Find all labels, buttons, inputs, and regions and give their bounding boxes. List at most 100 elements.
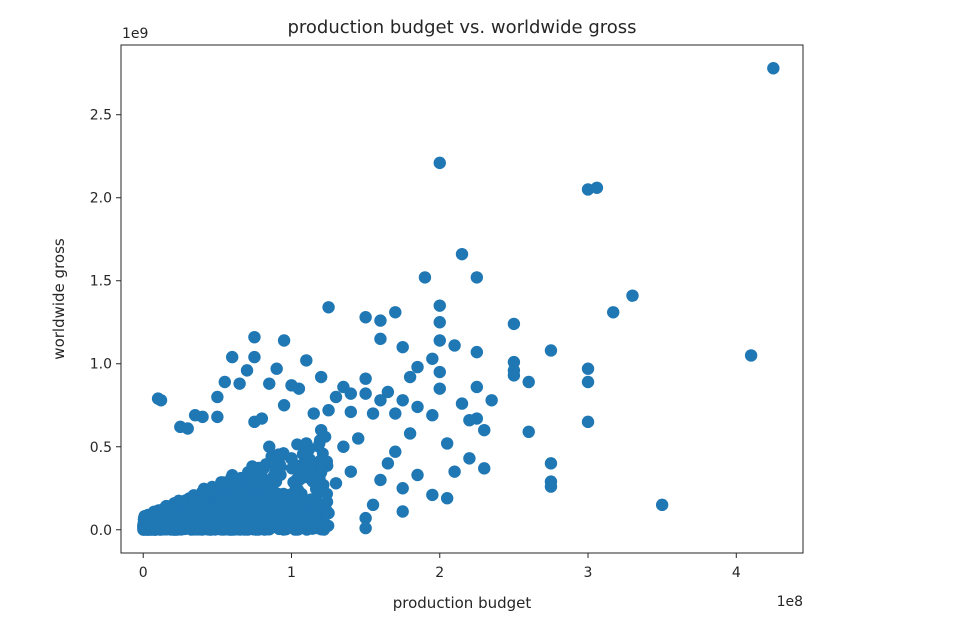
data-point bbox=[322, 301, 335, 314]
data-point bbox=[426, 352, 439, 365]
cluster-point bbox=[206, 485, 219, 498]
data-point bbox=[478, 423, 491, 437]
data-point bbox=[470, 271, 484, 284]
data-point bbox=[455, 397, 469, 410]
data-point bbox=[463, 452, 476, 465]
data-point bbox=[381, 457, 395, 470]
data-point bbox=[248, 415, 261, 429]
data-point bbox=[277, 334, 291, 347]
x-tick-label: 2 bbox=[435, 565, 444, 581]
data-point bbox=[522, 425, 535, 439]
data-point bbox=[322, 404, 335, 417]
data-point bbox=[544, 480, 558, 493]
data-point bbox=[485, 394, 498, 407]
data-point bbox=[607, 306, 620, 319]
data-point bbox=[433, 365, 446, 379]
cluster-point bbox=[291, 438, 304, 451]
data-point bbox=[285, 379, 298, 392]
data-point bbox=[433, 316, 446, 329]
data-points bbox=[151, 62, 780, 535]
data-point bbox=[154, 394, 168, 407]
data-point bbox=[396, 394, 409, 407]
data-point bbox=[433, 156, 446, 170]
data-point bbox=[655, 498, 669, 512]
x-tick-label: 3 bbox=[584, 565, 593, 581]
data-point bbox=[426, 409, 439, 422]
data-point bbox=[329, 390, 343, 404]
x-axis-offset-label: 1e8 bbox=[777, 594, 803, 610]
cluster-point bbox=[236, 484, 249, 497]
data-point bbox=[188, 409, 202, 422]
data-point bbox=[411, 468, 424, 482]
data-point bbox=[270, 460, 283, 473]
data-point bbox=[359, 521, 372, 535]
y-axis-ticks: 0.0 0.5 1.0 1.5 2.0 2.5 bbox=[90, 108, 121, 539]
data-point bbox=[277, 515, 291, 528]
data-point bbox=[433, 299, 446, 312]
data-point bbox=[544, 344, 558, 357]
data-point bbox=[470, 345, 484, 359]
data-point bbox=[211, 410, 224, 424]
data-point bbox=[255, 516, 269, 530]
data-point bbox=[359, 387, 372, 400]
data-point bbox=[389, 306, 402, 319]
data-point bbox=[322, 506, 335, 520]
data-point bbox=[337, 440, 350, 453]
data-point bbox=[411, 360, 424, 374]
data-point bbox=[507, 369, 521, 382]
data-point bbox=[418, 271, 432, 284]
cluster-point bbox=[274, 450, 287, 463]
data-point bbox=[374, 473, 387, 487]
data-point bbox=[344, 465, 358, 478]
y-tick-label: 2.0 bbox=[90, 191, 112, 207]
data-point bbox=[411, 400, 424, 414]
data-point bbox=[352, 432, 365, 445]
chart-title: production budget vs. worldwide gross bbox=[287, 17, 636, 38]
cluster-point bbox=[316, 463, 329, 476]
data-point bbox=[396, 340, 409, 354]
data-point bbox=[507, 317, 521, 331]
data-point bbox=[374, 394, 387, 407]
y-tick-label: 1.0 bbox=[90, 357, 112, 373]
data-point bbox=[433, 382, 446, 395]
data-point bbox=[218, 375, 231, 389]
data-point bbox=[263, 377, 276, 390]
data-point bbox=[396, 505, 409, 518]
data-point bbox=[448, 465, 461, 478]
data-point bbox=[440, 492, 454, 505]
cluster-point bbox=[249, 476, 262, 489]
data-point bbox=[248, 350, 261, 364]
data-point bbox=[366, 407, 380, 420]
y-tick-label: 0.5 bbox=[90, 440, 112, 456]
data-point bbox=[403, 427, 417, 440]
data-point bbox=[366, 498, 380, 512]
data-point bbox=[314, 370, 328, 384]
data-point bbox=[314, 518, 328, 531]
data-point bbox=[344, 405, 358, 419]
data-point bbox=[211, 390, 224, 404]
data-point bbox=[314, 423, 328, 437]
data-point bbox=[374, 314, 387, 327]
data-point bbox=[396, 482, 409, 495]
data-point bbox=[426, 488, 439, 502]
data-point bbox=[544, 457, 558, 470]
data-point bbox=[478, 462, 491, 475]
cluster-point bbox=[312, 440, 325, 453]
data-point bbox=[300, 437, 313, 450]
data-point bbox=[381, 385, 395, 399]
data-point bbox=[767, 62, 780, 75]
data-point bbox=[248, 330, 261, 344]
data-point bbox=[225, 350, 239, 364]
cluster-point bbox=[314, 483, 327, 496]
data-point bbox=[359, 311, 372, 324]
cluster-point bbox=[229, 473, 242, 486]
cluster-point bbox=[196, 490, 209, 503]
data-point bbox=[581, 415, 595, 429]
data-point bbox=[522, 375, 535, 389]
data-point bbox=[448, 339, 461, 352]
y-tick-label: 2.5 bbox=[90, 108, 112, 124]
cluster-point bbox=[292, 468, 305, 481]
data-point bbox=[374, 332, 387, 346]
